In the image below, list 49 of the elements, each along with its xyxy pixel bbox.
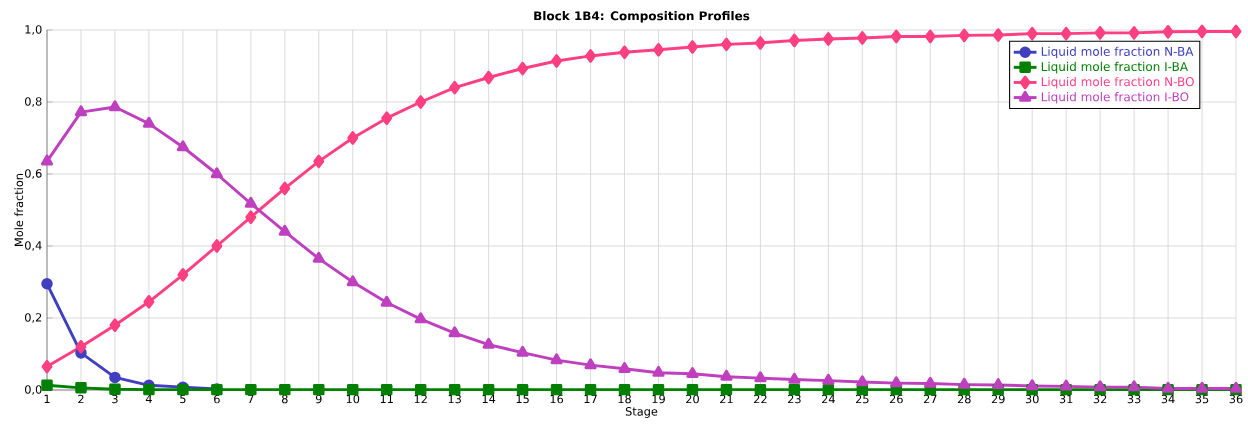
x-tick-label: 31: [1059, 394, 1073, 404]
x-tick-label: 6: [214, 394, 220, 404]
legend-label: Liquid mole fraction N-BA: [1041, 46, 1194, 59]
x-tick-label: 35: [1195, 394, 1209, 404]
x-tick-label: 25: [855, 394, 869, 404]
x-tick-label: 4: [145, 394, 152, 403]
x-tick-label: 18: [618, 394, 631, 404]
x-tick-label: 29: [991, 394, 1005, 404]
x-tick-label: 15: [516, 394, 529, 404]
x-tick-label: 32: [1093, 394, 1107, 404]
x-tick-label: 5: [180, 394, 186, 404]
x-axis-title: Stage: [625, 407, 658, 418]
y-tick-label: 0,2: [25, 313, 42, 323]
x-tick-label: 24: [821, 394, 835, 404]
x-tick-label: 23: [788, 394, 801, 404]
x-tick-label: 3: [112, 394, 118, 404]
x-tick-label: 2: [78, 394, 84, 404]
x-tick-label: 9: [315, 394, 322, 404]
y-tick-label: 0,0: [25, 385, 42, 395]
x-tick-label: 20: [686, 394, 699, 404]
y-tick-label: 0,4: [25, 241, 42, 251]
x-tick-label: 33: [1127, 394, 1141, 404]
y-tick-label: 0,6: [25, 169, 42, 179]
x-tick-label: 1: [44, 394, 50, 403]
x-tick-label: 10: [346, 394, 360, 404]
legend-label: Liquid mole fraction I-BA: [1041, 61, 1188, 74]
x-tick-label: 30: [1025, 394, 1039, 404]
x-tick-label: 11: [380, 394, 393, 403]
x-tick-label: 27: [923, 394, 937, 404]
legend-label: Liquid mole fraction N-BO: [1041, 76, 1194, 89]
x-tick-label: 28: [957, 394, 971, 404]
x-tick-label: 21: [720, 394, 733, 404]
y-tick-label: 1,0: [25, 25, 42, 35]
x-tick-label: 36: [1229, 394, 1243, 404]
legend-label: Liquid mole fraction I-BO: [1041, 92, 1189, 104]
x-tick-label: 22: [754, 394, 767, 404]
x-tick-label: 16: [550, 394, 564, 404]
x-tick-label: 34: [1161, 394, 1175, 404]
x-tick-label: 19: [652, 394, 665, 404]
x-tick-label: 7: [248, 394, 254, 403]
x-tick-label: 12: [414, 394, 427, 404]
y-tick-label: 0,8: [25, 97, 42, 107]
x-tick-label: 26: [889, 394, 903, 404]
x-tick-label: 17: [584, 394, 597, 403]
chart-title: Block 1B4: Composition Profiles: [534, 11, 750, 23]
x-tick-label: 13: [448, 394, 461, 404]
y-axis-title: Mole fraction: [14, 173, 24, 246]
x-tick-label: 14: [482, 394, 496, 403]
x-tick-label: 8: [281, 394, 288, 404]
